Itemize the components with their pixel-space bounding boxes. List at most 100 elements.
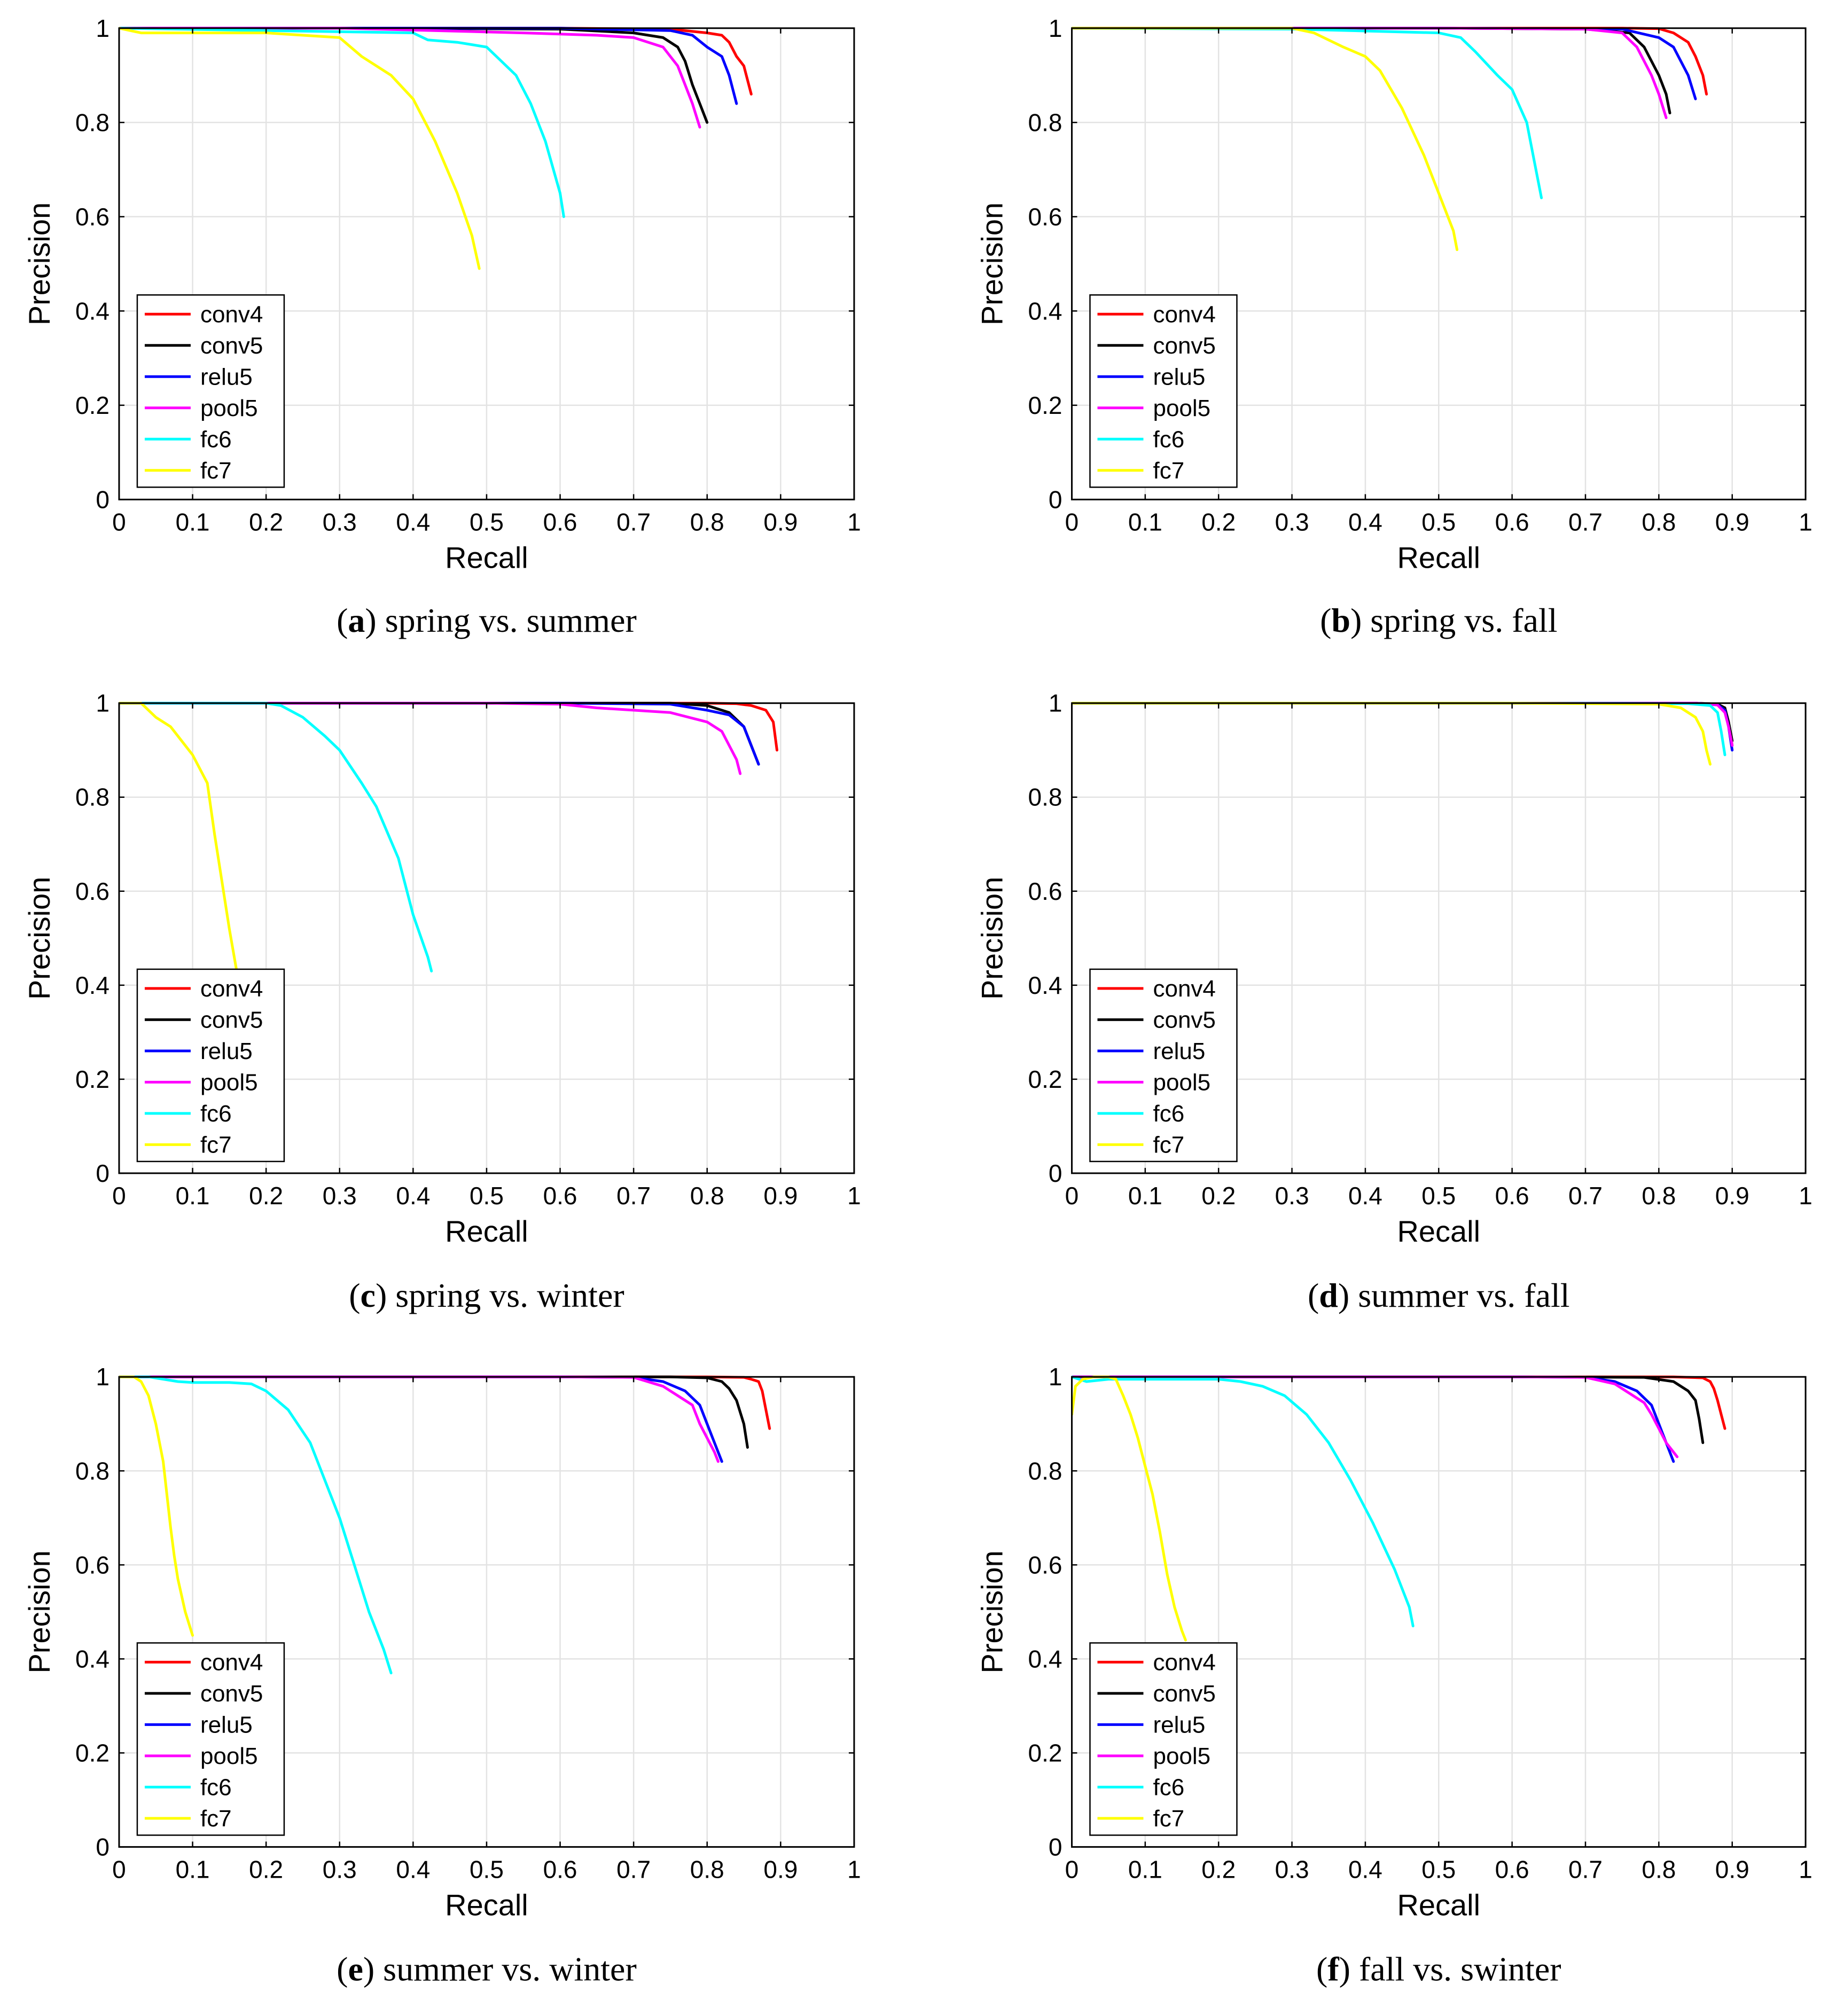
y-axis-label: Precision bbox=[975, 1550, 1009, 1673]
x-tick-label: 0.8 bbox=[690, 1855, 724, 1883]
y-tick-label: 1 bbox=[1049, 1363, 1062, 1391]
x-tick-label: 0.9 bbox=[763, 1855, 798, 1883]
x-tick-label: 0.3 bbox=[323, 508, 357, 536]
y-tick-label: 1 bbox=[1049, 689, 1062, 717]
caption-close-paren: ) bbox=[1350, 601, 1370, 639]
legend-label-conv4: conv4 bbox=[1153, 301, 1215, 327]
y-tick-label: 0.2 bbox=[1028, 391, 1062, 419]
x-tick-label: 0.6 bbox=[543, 508, 577, 536]
chart-panel-c: 0 0.1 0.2 0.3 0.4 0.5 0.6 0.7 0.8 0.9 1 0 0.2 0.4 0.6 0… bbox=[22, 689, 861, 1314]
x-tick-label: 0.5 bbox=[1421, 1855, 1456, 1883]
x-tick-label: 1 bbox=[1799, 1182, 1812, 1210]
y-tick-label: 0 bbox=[96, 1833, 110, 1861]
caption-open-paren: ( bbox=[337, 601, 348, 639]
legend-label-fc7: fc7 bbox=[1153, 1806, 1184, 1832]
caption-panel-letter: b bbox=[1331, 601, 1350, 639]
y-tick-label: 0.6 bbox=[75, 1551, 110, 1579]
x-tick-label: 0.2 bbox=[1201, 1182, 1236, 1210]
y-tick-label: 0.8 bbox=[1028, 783, 1062, 811]
caption-panel-letter: f bbox=[1327, 1950, 1339, 1988]
y-tick-label: 0.8 bbox=[1028, 108, 1062, 136]
x-tick-label: 0 bbox=[1065, 1855, 1079, 1883]
y-axis-label: Precision bbox=[22, 202, 56, 325]
legend-label-conv5: conv5 bbox=[200, 1681, 263, 1707]
legend-label-fc6: fc6 bbox=[1153, 426, 1184, 452]
x-tick-label: 0.1 bbox=[176, 1182, 210, 1210]
caption-panel-letter: a bbox=[348, 601, 365, 639]
x-axis-label: Recall bbox=[445, 540, 528, 574]
caption-text: spring vs. winter bbox=[395, 1276, 624, 1314]
x-tick-label: 0.9 bbox=[1715, 1855, 1749, 1883]
legend-label-relu5: relu5 bbox=[1153, 364, 1205, 390]
x-tick-label: 0.1 bbox=[1128, 508, 1162, 536]
series-line-fc7 bbox=[119, 1375, 194, 1637]
caption-open-paren: ( bbox=[1320, 601, 1331, 639]
legend-label-relu5: relu5 bbox=[200, 364, 253, 390]
x-tick-label: 0.6 bbox=[543, 1182, 577, 1210]
legend-label-fc6: fc6 bbox=[1153, 1774, 1184, 1800]
panel-caption: (d) summer vs. fall bbox=[1308, 1276, 1570, 1314]
panel-caption: (a) spring vs. summer bbox=[337, 601, 637, 639]
series-line-fc6 bbox=[119, 1375, 393, 1675]
x-tick-label: 0.3 bbox=[323, 1182, 357, 1210]
caption-close-paren: ) bbox=[363, 1950, 383, 1988]
x-tick-label: 0.1 bbox=[176, 1855, 210, 1883]
caption-close-paren: ) bbox=[376, 1276, 395, 1314]
legend-label-conv4: conv4 bbox=[200, 976, 263, 1002]
x-axis-label: Recall bbox=[1397, 540, 1480, 574]
x-tick-label: 0 bbox=[1065, 508, 1079, 536]
y-tick-label: 0.4 bbox=[1028, 297, 1062, 325]
legend-label-fc6: fc6 bbox=[200, 1101, 232, 1127]
x-tick-label: 0.5 bbox=[470, 508, 504, 536]
x-tick-label: 0.8 bbox=[690, 1182, 724, 1210]
caption-panel-letter: d bbox=[1319, 1276, 1338, 1314]
x-tick-label: 0.3 bbox=[323, 1855, 357, 1883]
legend: conv4 conv5 relu5 pool5 fc6 fc7 bbox=[136, 1642, 285, 1836]
legend-box bbox=[1089, 1642, 1238, 1836]
y-tick-label: 0.6 bbox=[75, 877, 110, 905]
legend-label-fc6: fc6 bbox=[200, 1774, 232, 1800]
x-tick-label: 0.1 bbox=[1128, 1855, 1162, 1883]
x-tick-label: 1 bbox=[847, 1855, 861, 1883]
x-tick-label: 0.4 bbox=[396, 508, 430, 536]
y-tick-label: 1 bbox=[96, 1363, 110, 1391]
legend: conv4 conv5 relu5 pool5 fc6 fc7 bbox=[136, 968, 285, 1163]
panel-caption: (e) summer vs. winter bbox=[337, 1950, 637, 1988]
caption-open-paren: ( bbox=[349, 1276, 360, 1314]
legend: conv4 conv5 relu5 pool5 fc6 fc7 bbox=[1089, 1642, 1238, 1836]
legend-label-conv4: conv4 bbox=[1153, 976, 1215, 1002]
caption-text: spring vs. summer bbox=[385, 601, 637, 639]
legend-label-pool5: pool5 bbox=[1153, 395, 1210, 421]
series-line-fc7 bbox=[1072, 1375, 1187, 1642]
x-tick-label: 0 bbox=[112, 1182, 126, 1210]
legend-box bbox=[1089, 294, 1238, 488]
y-tick-label: 0.4 bbox=[75, 297, 110, 325]
y-axis-label: Precision bbox=[975, 877, 1009, 1000]
legend-label-pool5: pool5 bbox=[1153, 1743, 1210, 1769]
x-tick-label: 0.2 bbox=[249, 1182, 283, 1210]
y-tick-label: 0 bbox=[96, 1159, 110, 1187]
legend-label-conv5: conv5 bbox=[200, 333, 263, 359]
y-tick-label: 0.8 bbox=[75, 783, 110, 811]
x-tick-label: 0.9 bbox=[1715, 508, 1749, 536]
legend: conv4 conv5 relu5 pool5 fc6 fc7 bbox=[1089, 294, 1238, 488]
x-axis-label: Recall bbox=[1397, 1214, 1480, 1248]
y-tick-label: 0.2 bbox=[75, 1739, 110, 1767]
x-tick-label: 0.7 bbox=[1568, 1182, 1603, 1210]
x-tick-label: 0.7 bbox=[1568, 1855, 1603, 1883]
legend-label-conv4: conv4 bbox=[200, 301, 263, 327]
x-tick-label: 0.2 bbox=[1201, 1855, 1236, 1883]
x-tick-label: 1 bbox=[1799, 508, 1812, 536]
caption-close-paren: ) bbox=[365, 601, 385, 639]
y-axis-label: Precision bbox=[22, 877, 56, 1000]
y-tick-label: 0 bbox=[1049, 1159, 1062, 1187]
legend-label-relu5: relu5 bbox=[200, 1712, 253, 1738]
x-tick-label: 0.6 bbox=[1495, 1182, 1529, 1210]
x-tick-label: 0 bbox=[1065, 1182, 1079, 1210]
x-tick-label: 0.5 bbox=[470, 1855, 504, 1883]
x-tick-label: 0.9 bbox=[763, 508, 798, 536]
caption-close-paren: ) bbox=[1339, 1950, 1359, 1988]
caption-open-paren: ( bbox=[1316, 1950, 1327, 1988]
x-tick-label: 0.6 bbox=[543, 1855, 577, 1883]
